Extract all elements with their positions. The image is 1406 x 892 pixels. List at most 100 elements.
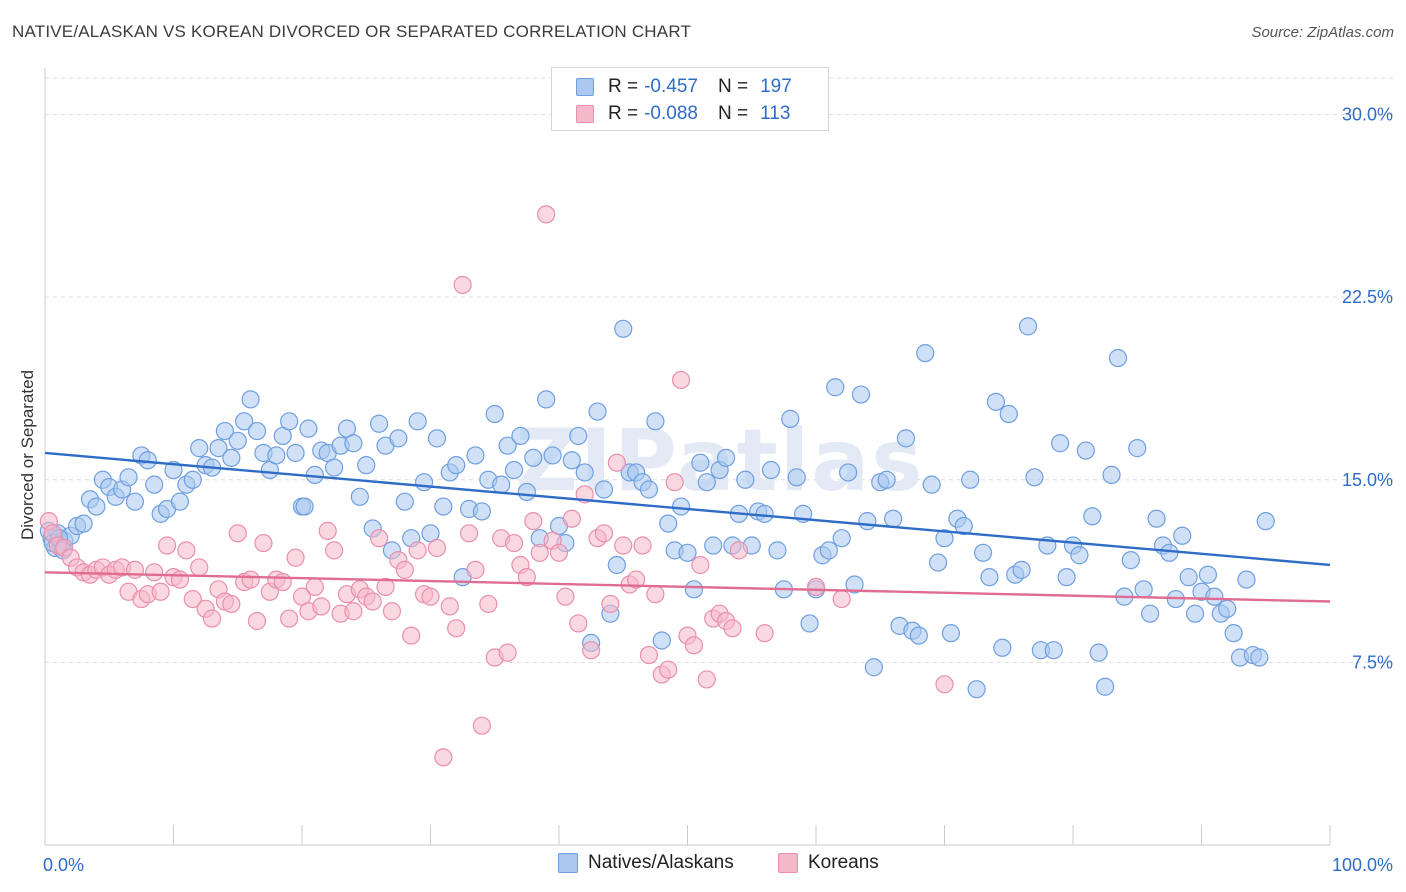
series-legend: Natives/Alaskans Koreans xyxy=(0,852,1406,876)
koreans-point xyxy=(671,370,691,390)
koreans-point xyxy=(607,453,626,472)
stats-legend-row-koreans: R = -0.088 N = 113 xyxy=(576,102,790,126)
natives-point xyxy=(928,553,948,572)
natives-point xyxy=(1083,507,1102,526)
n-label: N = xyxy=(717,76,749,97)
natives-point xyxy=(839,463,858,482)
koreans-trend-line xyxy=(44,571,1331,603)
legend-label: Koreans xyxy=(808,852,879,873)
natives-point xyxy=(916,344,935,363)
natives-point xyxy=(222,448,241,467)
koreans-point xyxy=(806,577,826,596)
koreans-point xyxy=(363,592,382,611)
koreans-point xyxy=(318,521,337,540)
y-tick-label: 22.5% xyxy=(1342,287,1393,307)
y-axis-label: Divorced or Separated xyxy=(18,370,37,540)
koreans-point xyxy=(254,533,273,553)
natives-point xyxy=(909,626,928,645)
natives-point xyxy=(537,390,556,409)
natives-point xyxy=(858,512,877,531)
legend-item-koreans[interactable]: Koreans xyxy=(778,852,879,874)
natives-point xyxy=(1205,587,1224,606)
natives-point xyxy=(1160,543,1179,562)
y-tick-label: 30.0% xyxy=(1342,105,1393,125)
natives-legend-swatch xyxy=(558,853,578,873)
natives-point xyxy=(164,460,183,480)
natives-point xyxy=(659,514,678,533)
natives-point xyxy=(845,575,864,594)
koreans-point xyxy=(729,541,749,560)
stats-legend: R = -0.457 N = 197 R = -0.088 N = 113 xyxy=(551,67,829,131)
chart-title: NATIVE/ALASKAN VS KOREAN DIVORCED OR SEP… xyxy=(12,22,692,41)
koreans-point xyxy=(382,602,402,621)
koreans-point xyxy=(434,748,453,767)
natives-point xyxy=(781,409,800,428)
koreans-point xyxy=(202,609,222,628)
natives-point xyxy=(87,497,106,516)
natives-point xyxy=(716,448,736,467)
stats-legend-row-natives: R = -0.457 N = 197 xyxy=(576,75,792,99)
natives-point xyxy=(1224,624,1243,643)
koreans-point xyxy=(177,541,196,560)
x-tick-label: 0.0% xyxy=(43,855,84,875)
legend-item-natives[interactable]: Natives/Alaskans xyxy=(558,852,734,874)
y-tick-label: 15.0% xyxy=(1342,470,1393,490)
koreans-point xyxy=(305,577,324,596)
koreans-point xyxy=(562,509,581,528)
koreans-point xyxy=(614,536,633,555)
koreans-point xyxy=(659,660,678,679)
natives-point xyxy=(999,404,1018,424)
natives-point xyxy=(1102,465,1121,484)
koreans-point xyxy=(582,641,601,660)
koreans-point xyxy=(125,560,145,579)
natives-point xyxy=(980,568,999,587)
natives-point xyxy=(1185,604,1205,623)
n-value: 113 xyxy=(760,103,791,124)
r-value: -0.088 xyxy=(644,103,698,124)
natives-point xyxy=(1057,568,1076,587)
koreans-point xyxy=(222,594,241,614)
koreans-point xyxy=(395,560,414,579)
natives-point xyxy=(755,504,774,523)
natives-point xyxy=(1051,434,1070,453)
natives-point xyxy=(485,404,504,424)
natives-point xyxy=(607,555,626,575)
natives-point xyxy=(414,473,434,492)
natives-point xyxy=(427,429,447,448)
natives-trend-line xyxy=(44,451,1331,567)
natives-point xyxy=(295,497,314,516)
natives-point xyxy=(614,319,633,338)
natives-point xyxy=(877,470,896,489)
legend-label: Natives/Alaskans xyxy=(588,852,734,873)
koreans-point xyxy=(684,636,704,655)
natives-point xyxy=(286,443,305,463)
natives-point xyxy=(408,412,427,431)
n-label: N = xyxy=(717,103,749,124)
natives-point xyxy=(299,419,318,438)
natives-point xyxy=(671,497,691,516)
natives-point xyxy=(588,402,607,421)
natives-point xyxy=(466,446,485,465)
natives-point xyxy=(395,492,414,511)
natives-point xyxy=(864,658,883,677)
r-value: -0.457 xyxy=(644,76,698,97)
natives-point xyxy=(492,475,511,494)
y-tick-label: 7.5% xyxy=(1352,652,1393,672)
koreans-point xyxy=(517,568,536,587)
natives-point xyxy=(922,475,941,494)
natives-point xyxy=(1096,677,1115,696)
natives-point xyxy=(594,480,614,499)
natives-point xyxy=(697,473,716,492)
natives-point xyxy=(639,480,659,499)
natives-point xyxy=(1044,641,1063,660)
natives-point xyxy=(967,680,986,699)
natives-point xyxy=(125,492,145,511)
natives-point xyxy=(704,536,723,555)
natives-point xyxy=(280,412,299,431)
natives-point xyxy=(1198,565,1218,584)
koreans-point xyxy=(466,560,485,579)
natives-point xyxy=(819,541,838,560)
natives-point xyxy=(1256,512,1275,531)
natives-swatch xyxy=(576,78,594,96)
natives-point xyxy=(1140,604,1160,623)
